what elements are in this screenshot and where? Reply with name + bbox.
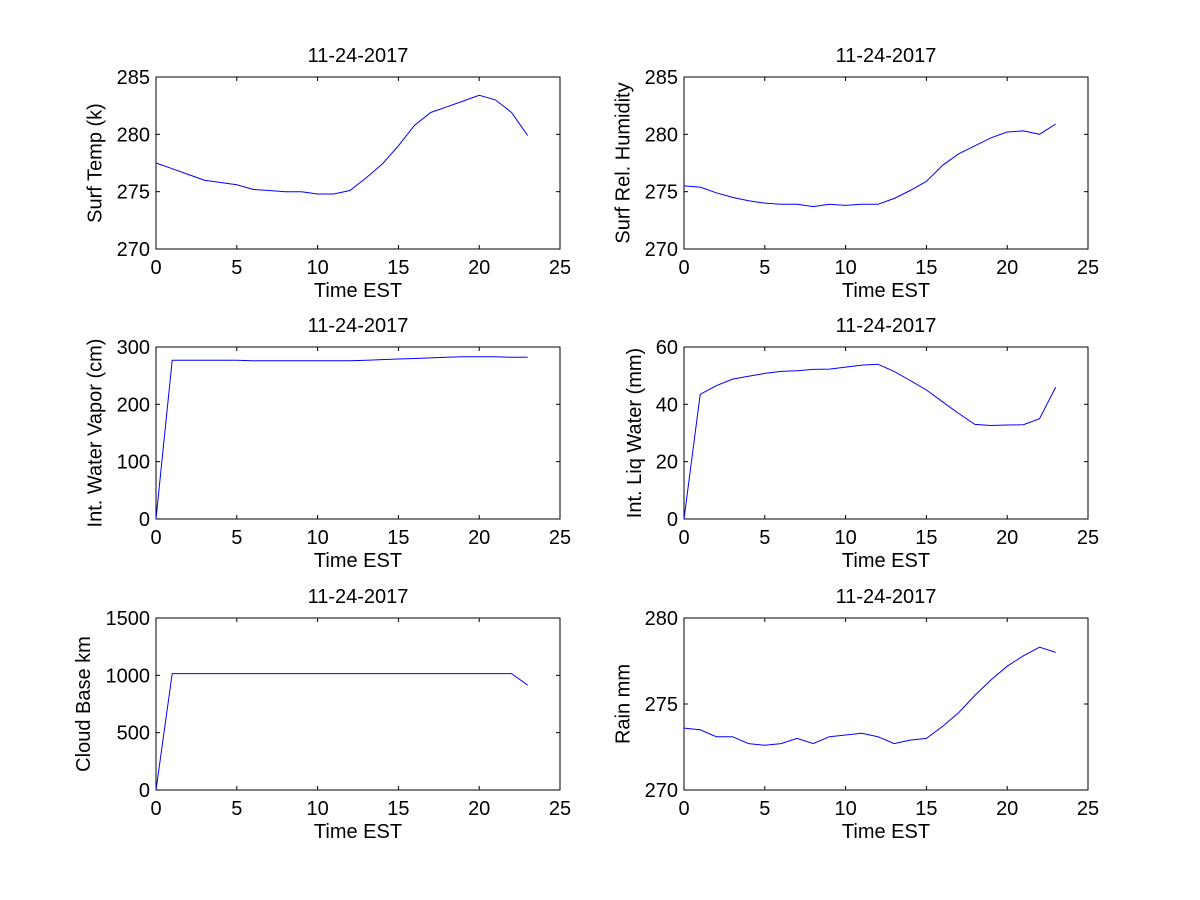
series-line: [155, 94, 529, 195]
chart-panel: 11-24-2017 0 5 10 15 20 25 0 100 200 300 Time EST In…: [85, 315, 572, 572]
axes-box: [683, 617, 1089, 791]
y-tick-label: 0: [139, 509, 150, 531]
x-axis-label: Time EST: [842, 821, 930, 843]
x-tick-label: 0: [678, 798, 689, 820]
x-tick-label: 25: [1077, 798, 1099, 820]
y-axis-label: Cloud Base km: [73, 636, 95, 772]
chart-title: 11-24-2017: [308, 315, 409, 337]
x-tick-label: 5: [759, 798, 770, 820]
x-tick-label: 0: [150, 527, 161, 549]
x-tick-label: 25: [549, 798, 571, 820]
chart-title: 11-24-2017: [308, 586, 409, 608]
x-tick-label: 20: [996, 798, 1018, 820]
x-tick-label: 10: [834, 257, 856, 279]
y-axis-label: Int. Liq Water (mm): [624, 348, 646, 518]
x-tick-label: 15: [915, 257, 937, 279]
x-tick-label: 0: [150, 257, 161, 279]
chart-title: 11-24-2017: [836, 586, 937, 608]
x-tick-label: 20: [468, 257, 490, 279]
x-tick-label: 10: [834, 798, 856, 820]
series-line: [155, 356, 528, 520]
y-tick-label: 20: [656, 452, 678, 474]
x-tick-label: 15: [387, 798, 409, 820]
x-tick-label: 10: [306, 527, 328, 549]
x-tick-label: 5: [231, 527, 242, 549]
y-axis-label: Rain mm: [613, 664, 635, 744]
x-tick-label: 5: [231, 798, 242, 820]
y-tick-label: 275: [645, 694, 678, 716]
y-tick-label: 280: [645, 124, 678, 146]
x-tick-label: 15: [387, 257, 409, 279]
y-tick-label: 0: [667, 509, 678, 531]
y-tick-label: 275: [645, 182, 678, 204]
x-axis-label: Time EST: [842, 280, 930, 302]
x-tick-label: 10: [306, 798, 328, 820]
y-tick-label: 40: [656, 394, 678, 416]
x-axis-label: Time EST: [314, 280, 402, 302]
x-tick-label: 25: [549, 527, 571, 549]
x-tick-label: 25: [1077, 257, 1099, 279]
x-tick-label: 0: [678, 527, 689, 549]
y-tick-label: 285: [117, 67, 150, 89]
y-tick-label: 270: [117, 239, 150, 261]
x-tick-label: 5: [231, 257, 242, 279]
axes-box: [683, 76, 1089, 250]
y-tick-label: 60: [656, 337, 678, 359]
x-tick-label: 5: [759, 257, 770, 279]
y-tick-label: 280: [645, 608, 678, 630]
chart-title: 11-24-2017: [308, 45, 409, 67]
x-axis-label: Time EST: [314, 550, 402, 572]
y-tick-label: 200: [117, 394, 150, 416]
chart-title: 11-24-2017: [836, 45, 937, 67]
chart-panel: 11-24-2017 0 5 10 15 20 25 0 20 40 60 Time EST Int. …: [624, 315, 1099, 572]
y-axis-label: Int. Water Vapor (cm): [85, 339, 107, 528]
y-tick-label: 1000: [106, 665, 151, 687]
chart-panel: 11-24-2017 0 5 10 15 20 25 270 275 280 285 Time EST…: [85, 45, 572, 302]
y-tick-label: 1500: [106, 608, 151, 630]
chart-title: 11-24-2017: [836, 315, 937, 337]
x-tick-label: 0: [678, 257, 689, 279]
y-tick-label: 285: [645, 67, 678, 89]
x-tick-label: 10: [306, 257, 328, 279]
x-tick-label: 5: [759, 527, 770, 549]
x-tick-label: 25: [549, 257, 571, 279]
y-tick-label: 275: [117, 182, 150, 204]
y-axis-label: Surf Temp (k): [85, 103, 107, 223]
axes-box: [155, 76, 561, 250]
y-tick-label: 300: [117, 337, 150, 359]
x-tick-label: 0: [150, 798, 161, 820]
chart-panel: 11-24-2017 0 5 10 15 20 25 0 500 1000 1500 Time EST…: [73, 586, 571, 843]
y-tick-label: 270: [645, 239, 678, 261]
series-line: [683, 646, 1056, 746]
y-tick-label: 280: [117, 124, 150, 146]
y-tick-label: 0: [139, 780, 150, 802]
x-tick-label: 15: [387, 527, 409, 549]
axes-box: [155, 617, 561, 791]
x-tick-label: 20: [996, 257, 1018, 279]
x-tick-label: 20: [468, 798, 490, 820]
axes-box: [683, 346, 1089, 520]
x-tick-label: 10: [834, 527, 856, 549]
y-tick-label: 500: [117, 723, 150, 745]
x-tick-label: 15: [915, 798, 937, 820]
y-tick-label: 270: [645, 780, 678, 802]
chart-panel: 11-24-2017 0 5 10 15 20 25 270 275 280 Time EST Rai…: [613, 586, 1100, 843]
series-line: [683, 363, 1057, 520]
series-line: [683, 123, 1056, 208]
x-axis-label: Time EST: [842, 550, 930, 572]
x-tick-label: 20: [468, 527, 490, 549]
x-tick-label: 25: [1077, 527, 1099, 549]
axes-box: [155, 346, 561, 520]
y-tick-label: 100: [117, 452, 150, 474]
chart-panel: 11-24-2017 0 5 10 15 20 25 270 275 280 285 Time EST…: [613, 45, 1100, 302]
x-tick-label: 20: [996, 527, 1018, 549]
y-axis-label: Surf Rel. Humidity: [613, 82, 635, 243]
series-line: [155, 673, 528, 791]
x-tick-label: 15: [915, 527, 937, 549]
x-axis-label: Time EST: [314, 821, 402, 843]
